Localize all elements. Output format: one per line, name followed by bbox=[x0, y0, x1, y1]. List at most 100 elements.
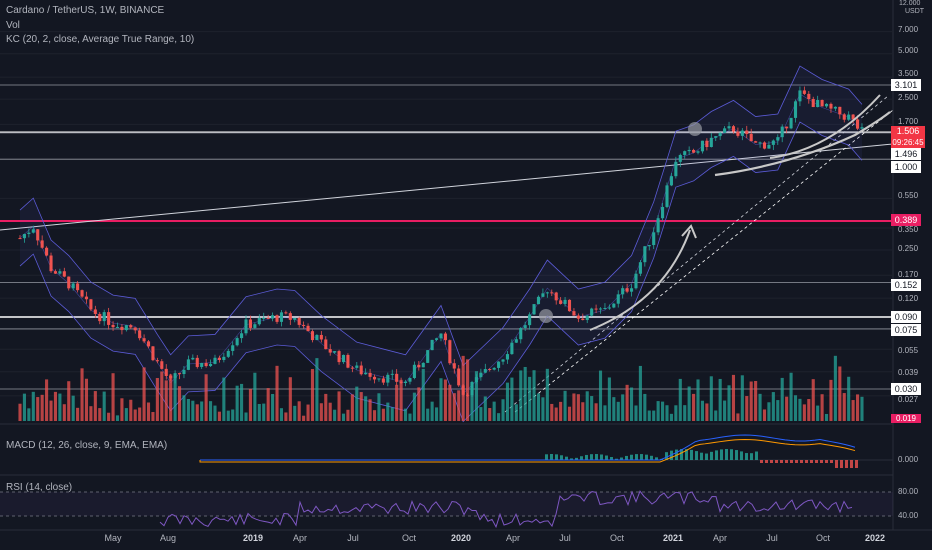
candle-body bbox=[674, 161, 678, 177]
candle-body bbox=[146, 341, 151, 347]
symbol-title[interactable]: Cardano / TetherUS, 1W, BINANCE bbox=[6, 5, 165, 16]
candle-body bbox=[248, 319, 252, 328]
macd-hist-bar bbox=[690, 449, 693, 460]
candle-body bbox=[288, 313, 292, 320]
candle-body bbox=[656, 218, 660, 233]
rsi-axis-lower: 40.00 bbox=[898, 511, 919, 520]
candle-body bbox=[271, 315, 275, 319]
volume-bar bbox=[222, 377, 226, 421]
candle-body bbox=[262, 317, 266, 319]
volume-bar bbox=[470, 383, 474, 421]
highlight-circle bbox=[688, 122, 702, 136]
level-tag-149: 1.496 bbox=[891, 148, 921, 160]
candle-body bbox=[439, 333, 443, 339]
candle-body bbox=[559, 300, 563, 304]
candle-body bbox=[337, 351, 341, 363]
macd-legend[interactable]: MACD (12, 26, close, 9, EMA, EMA) bbox=[6, 440, 168, 451]
volume-legend[interactable]: Vol bbox=[6, 20, 20, 31]
volume-bar bbox=[572, 393, 576, 421]
candle-body bbox=[186, 359, 190, 370]
candle-body bbox=[616, 294, 620, 304]
volume-bar bbox=[324, 393, 328, 421]
candle-body bbox=[386, 374, 390, 383]
macd-hist-bar bbox=[770, 460, 773, 463]
macd-hist-bar bbox=[645, 454, 648, 460]
candle-body bbox=[45, 247, 49, 256]
volume-bar bbox=[164, 380, 168, 421]
candle-body bbox=[364, 372, 368, 375]
curve-arrow-up bbox=[589, 229, 691, 331]
volume-bar bbox=[616, 401, 620, 421]
volume-bar bbox=[559, 401, 563, 421]
candle-body bbox=[151, 346, 155, 361]
time-axis-label: 2019 bbox=[242, 533, 264, 543]
candle-body bbox=[731, 126, 736, 132]
macd-hist-bar bbox=[730, 449, 733, 460]
candle-body bbox=[257, 317, 261, 325]
volume-bar bbox=[483, 396, 487, 421]
candle-body bbox=[479, 372, 483, 378]
price-axis-label: 2.500 bbox=[898, 93, 919, 102]
volume-bar bbox=[603, 405, 607, 421]
candle-body bbox=[266, 317, 270, 319]
volume-bar bbox=[714, 410, 718, 421]
macd-hist-bar bbox=[700, 452, 703, 460]
volume-bar bbox=[718, 378, 722, 421]
volume-bar bbox=[590, 396, 594, 421]
macd-hist-bar bbox=[855, 460, 858, 468]
long-trendline bbox=[0, 143, 894, 231]
level-tag-0389: 0.389 bbox=[891, 214, 921, 226]
volume-bar bbox=[789, 372, 793, 421]
rsi-legend[interactable]: RSI (14, close) bbox=[6, 482, 73, 493]
candle-body bbox=[678, 154, 682, 162]
volume-bar bbox=[563, 390, 567, 421]
candle-body bbox=[200, 362, 204, 367]
macd-hist-bar bbox=[850, 460, 853, 468]
candle-body bbox=[328, 349, 332, 353]
time-axis-label: Apr bbox=[505, 533, 521, 543]
candle-body bbox=[576, 315, 580, 319]
volume-bar bbox=[567, 406, 572, 421]
candle-body bbox=[776, 137, 780, 141]
volume-bar bbox=[115, 415, 120, 421]
candle-body bbox=[209, 363, 213, 367]
candle-body bbox=[661, 206, 665, 219]
candle-body bbox=[789, 117, 793, 129]
volume-bar bbox=[337, 391, 341, 421]
volume-bar bbox=[244, 412, 248, 421]
volume-bar bbox=[36, 397, 40, 421]
candle-body bbox=[829, 103, 833, 109]
volume-bar bbox=[169, 374, 173, 421]
time-axis-label: Oct bbox=[609, 533, 625, 543]
candle-body bbox=[519, 328, 523, 340]
candle-body bbox=[714, 136, 718, 138]
candle-body bbox=[643, 246, 647, 263]
current-price-tag: 1.506 09:26:45 bbox=[891, 126, 925, 148]
volume-bar bbox=[204, 374, 208, 421]
volume-bar bbox=[452, 393, 456, 421]
candle-body bbox=[426, 350, 430, 363]
keltner-legend[interactable]: KC (20, 2, close, Average True Range, 10… bbox=[6, 34, 195, 45]
volume-bar bbox=[173, 376, 177, 421]
candle-body bbox=[355, 365, 359, 368]
signal-line bbox=[199, 438, 856, 463]
candle-body bbox=[284, 312, 288, 314]
volume-bar bbox=[182, 395, 186, 421]
candle-body bbox=[390, 373, 394, 375]
current-price-countdown: 09:26:45 bbox=[892, 138, 924, 147]
volume-bar bbox=[395, 384, 399, 421]
price-axis-label: 0.550 bbox=[898, 191, 919, 200]
volume-bar bbox=[532, 370, 536, 421]
volume-bar bbox=[731, 374, 736, 421]
candle-body bbox=[736, 131, 740, 136]
macd-hist-bar bbox=[665, 452, 668, 460]
candle-body bbox=[53, 271, 58, 274]
candle-body bbox=[833, 106, 837, 109]
candle-body bbox=[483, 369, 487, 373]
volume-bar bbox=[355, 386, 359, 421]
volume-bar bbox=[67, 381, 71, 421]
macd-hist-bar bbox=[785, 460, 788, 463]
candle-body bbox=[567, 299, 572, 312]
candle-body bbox=[403, 381, 408, 383]
